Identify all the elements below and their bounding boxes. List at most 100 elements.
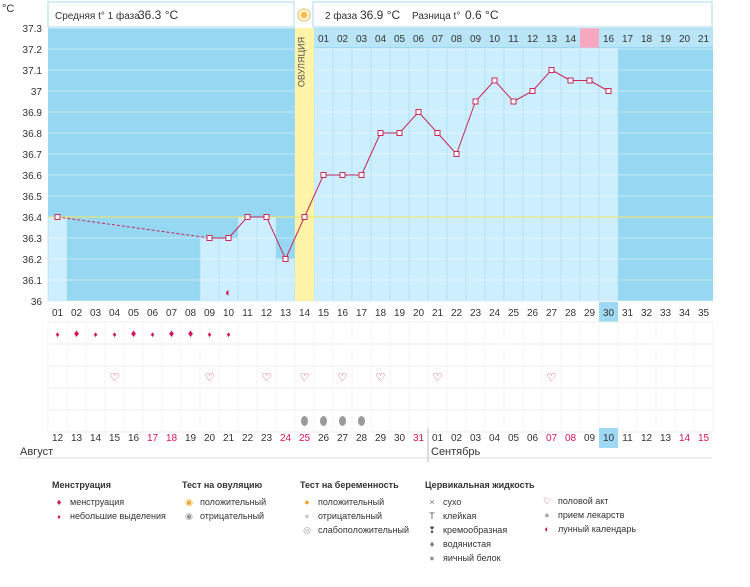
- cycle-day-label: 35: [698, 308, 710, 319]
- temperature-point: [54, 214, 61, 220]
- luteal-day-label: 16: [603, 34, 615, 45]
- temperature-point: [282, 256, 289, 262]
- legend-item: ● прием лекарств: [540, 508, 636, 522]
- calendar-date-label: 27: [337, 433, 349, 444]
- cycle-day-label: 29: [584, 308, 596, 319]
- temperature-segment: [475, 80, 495, 102]
- calendar-date-label: 15: [109, 433, 121, 444]
- calendar-date-label: 18: [166, 433, 178, 444]
- month-label-september: Сентябрь: [431, 446, 481, 458]
- temperature-bar: [370, 47, 391, 302]
- cycle-day-label: 30: [603, 308, 615, 319]
- phase2-value: 36.9 °C: [360, 8, 400, 22]
- calendar-date-label: 06: [527, 433, 539, 444]
- temperature-segment: [437, 132, 457, 155]
- legend-other: ♡ половой акт ● прием лекарств ◐ лунный кал…: [540, 494, 636, 536]
- phase1-value: 36.3 °C: [138, 8, 178, 22]
- diff-value: 0.6 °C: [465, 8, 499, 22]
- luteal-day-cell: [485, 29, 504, 47]
- temperature-point: [567, 77, 574, 84]
- luteal-day-label: 04: [375, 34, 387, 45]
- calendar-date-label: 11: [622, 433, 633, 444]
- cycle-day-label: 26: [527, 308, 539, 319]
- sticky-icon: T: [429, 511, 435, 521]
- cycle-day-label: 15: [318, 308, 330, 319]
- blood-drop-icon: ♦: [55, 330, 59, 339]
- calendar-date-label: 07: [546, 433, 558, 444]
- cycle-day-label: 19: [394, 308, 406, 319]
- calendar-date-label: 01: [432, 433, 444, 444]
- calendar-date-label: 08: [565, 433, 577, 444]
- cycle-day-label: 14: [299, 308, 311, 319]
- luteal-day-cell: [637, 29, 656, 47]
- y-tick-label: 36.2: [23, 255, 43, 266]
- temperature-bar: [579, 47, 600, 302]
- cycle-day-label: 11: [242, 308, 253, 319]
- cycle-day-label: 04: [109, 308, 121, 319]
- luteal-day-label: 13: [546, 34, 558, 45]
- legend-item: ● положительный: [300, 495, 409, 509]
- cycle-day-label: 02: [71, 308, 83, 319]
- egg-white-icon: [358, 416, 365, 426]
- y-tick-label: 37.1: [23, 66, 43, 77]
- luteal-day-label: 01: [318, 34, 330, 45]
- y-tick-label: 36: [31, 297, 43, 308]
- heart-icon: ♡: [300, 372, 310, 384]
- legend-pregnancy-test: Тест на беременность ● положительный ● отр…: [300, 480, 409, 537]
- temperature-bar: [427, 47, 448, 302]
- cycle-day-label: 33: [660, 308, 672, 319]
- cycle-day-label: 07: [166, 308, 178, 319]
- legend-item: ● яичный белок: [425, 551, 535, 565]
- temperature-segment: [494, 80, 514, 102]
- heart-icon: ♡: [205, 372, 215, 384]
- egg-white-icon: [339, 416, 346, 426]
- cycle-day-label: 23: [470, 308, 482, 319]
- ovulation-label: ОВУЛЯЦИЯ: [297, 37, 307, 87]
- phase1-label: Средняя t° 1 фаза: [55, 10, 140, 22]
- temperature-segment: [418, 111, 438, 134]
- legend-ovulation-test: Тест на овуляцию ◉ положительный ◉ отрицат…: [182, 480, 266, 523]
- heart-icon: ♡: [547, 372, 557, 384]
- blood-drop-icon: ♦: [74, 328, 80, 340]
- cycle-day-label: 08: [185, 308, 197, 319]
- legend-item: ● отрицательный: [300, 509, 409, 523]
- temperature-bar: [560, 47, 581, 302]
- temperature-segment: [304, 174, 324, 218]
- luteal-day-cell: [352, 29, 371, 47]
- watery-icon: ♦: [429, 539, 435, 549]
- heart-icon: ♡: [542, 496, 552, 506]
- calendar-date-label: 17: [147, 433, 159, 444]
- temperature-point: [377, 130, 384, 136]
- cycle-day-label: 32: [641, 308, 653, 319]
- calendar-date-label: 13: [71, 433, 83, 444]
- calendar-date-label: 28: [356, 433, 368, 444]
- legend-cervical-title: Цервикальная жидкость: [425, 480, 535, 490]
- test-positive-icon: ●: [304, 497, 310, 507]
- luteal-day-cell: [504, 29, 523, 47]
- luteal-day-label: 05: [394, 34, 406, 45]
- temperature-chart: °C Средняя t° 1 фаза 36.3 °C 2 фаза 36.9…: [2, 1, 714, 462]
- cycle-day-label: 25: [508, 308, 520, 319]
- temperature-bar: [484, 47, 505, 302]
- egg-white-icon: [320, 416, 327, 426]
- temperature-segment: [285, 216, 305, 260]
- y-tick-label: 37.2: [23, 45, 43, 56]
- blood-drop-icon: ♦: [150, 330, 154, 339]
- temperature-segment: [361, 132, 381, 176]
- calendar-date-label: 12: [641, 433, 653, 444]
- current-day-highlight: [599, 302, 618, 322]
- temperature-point: [491, 77, 498, 84]
- blood-drop-icon: ♦: [112, 330, 116, 339]
- luteal-day-cell: [675, 29, 694, 47]
- cycle-day-label: 01: [52, 308, 64, 319]
- temperature-point: [510, 98, 517, 105]
- cycle-day-label: 34: [679, 308, 691, 319]
- legend-item: ♦ менструация: [52, 495, 166, 509]
- temperature-bar: [598, 47, 619, 302]
- cycle-day-label: 18: [375, 308, 387, 319]
- luteal-day-cell: [618, 29, 637, 47]
- temperature-bar: [408, 47, 429, 302]
- blood-drop-icon: ♦: [93, 330, 97, 339]
